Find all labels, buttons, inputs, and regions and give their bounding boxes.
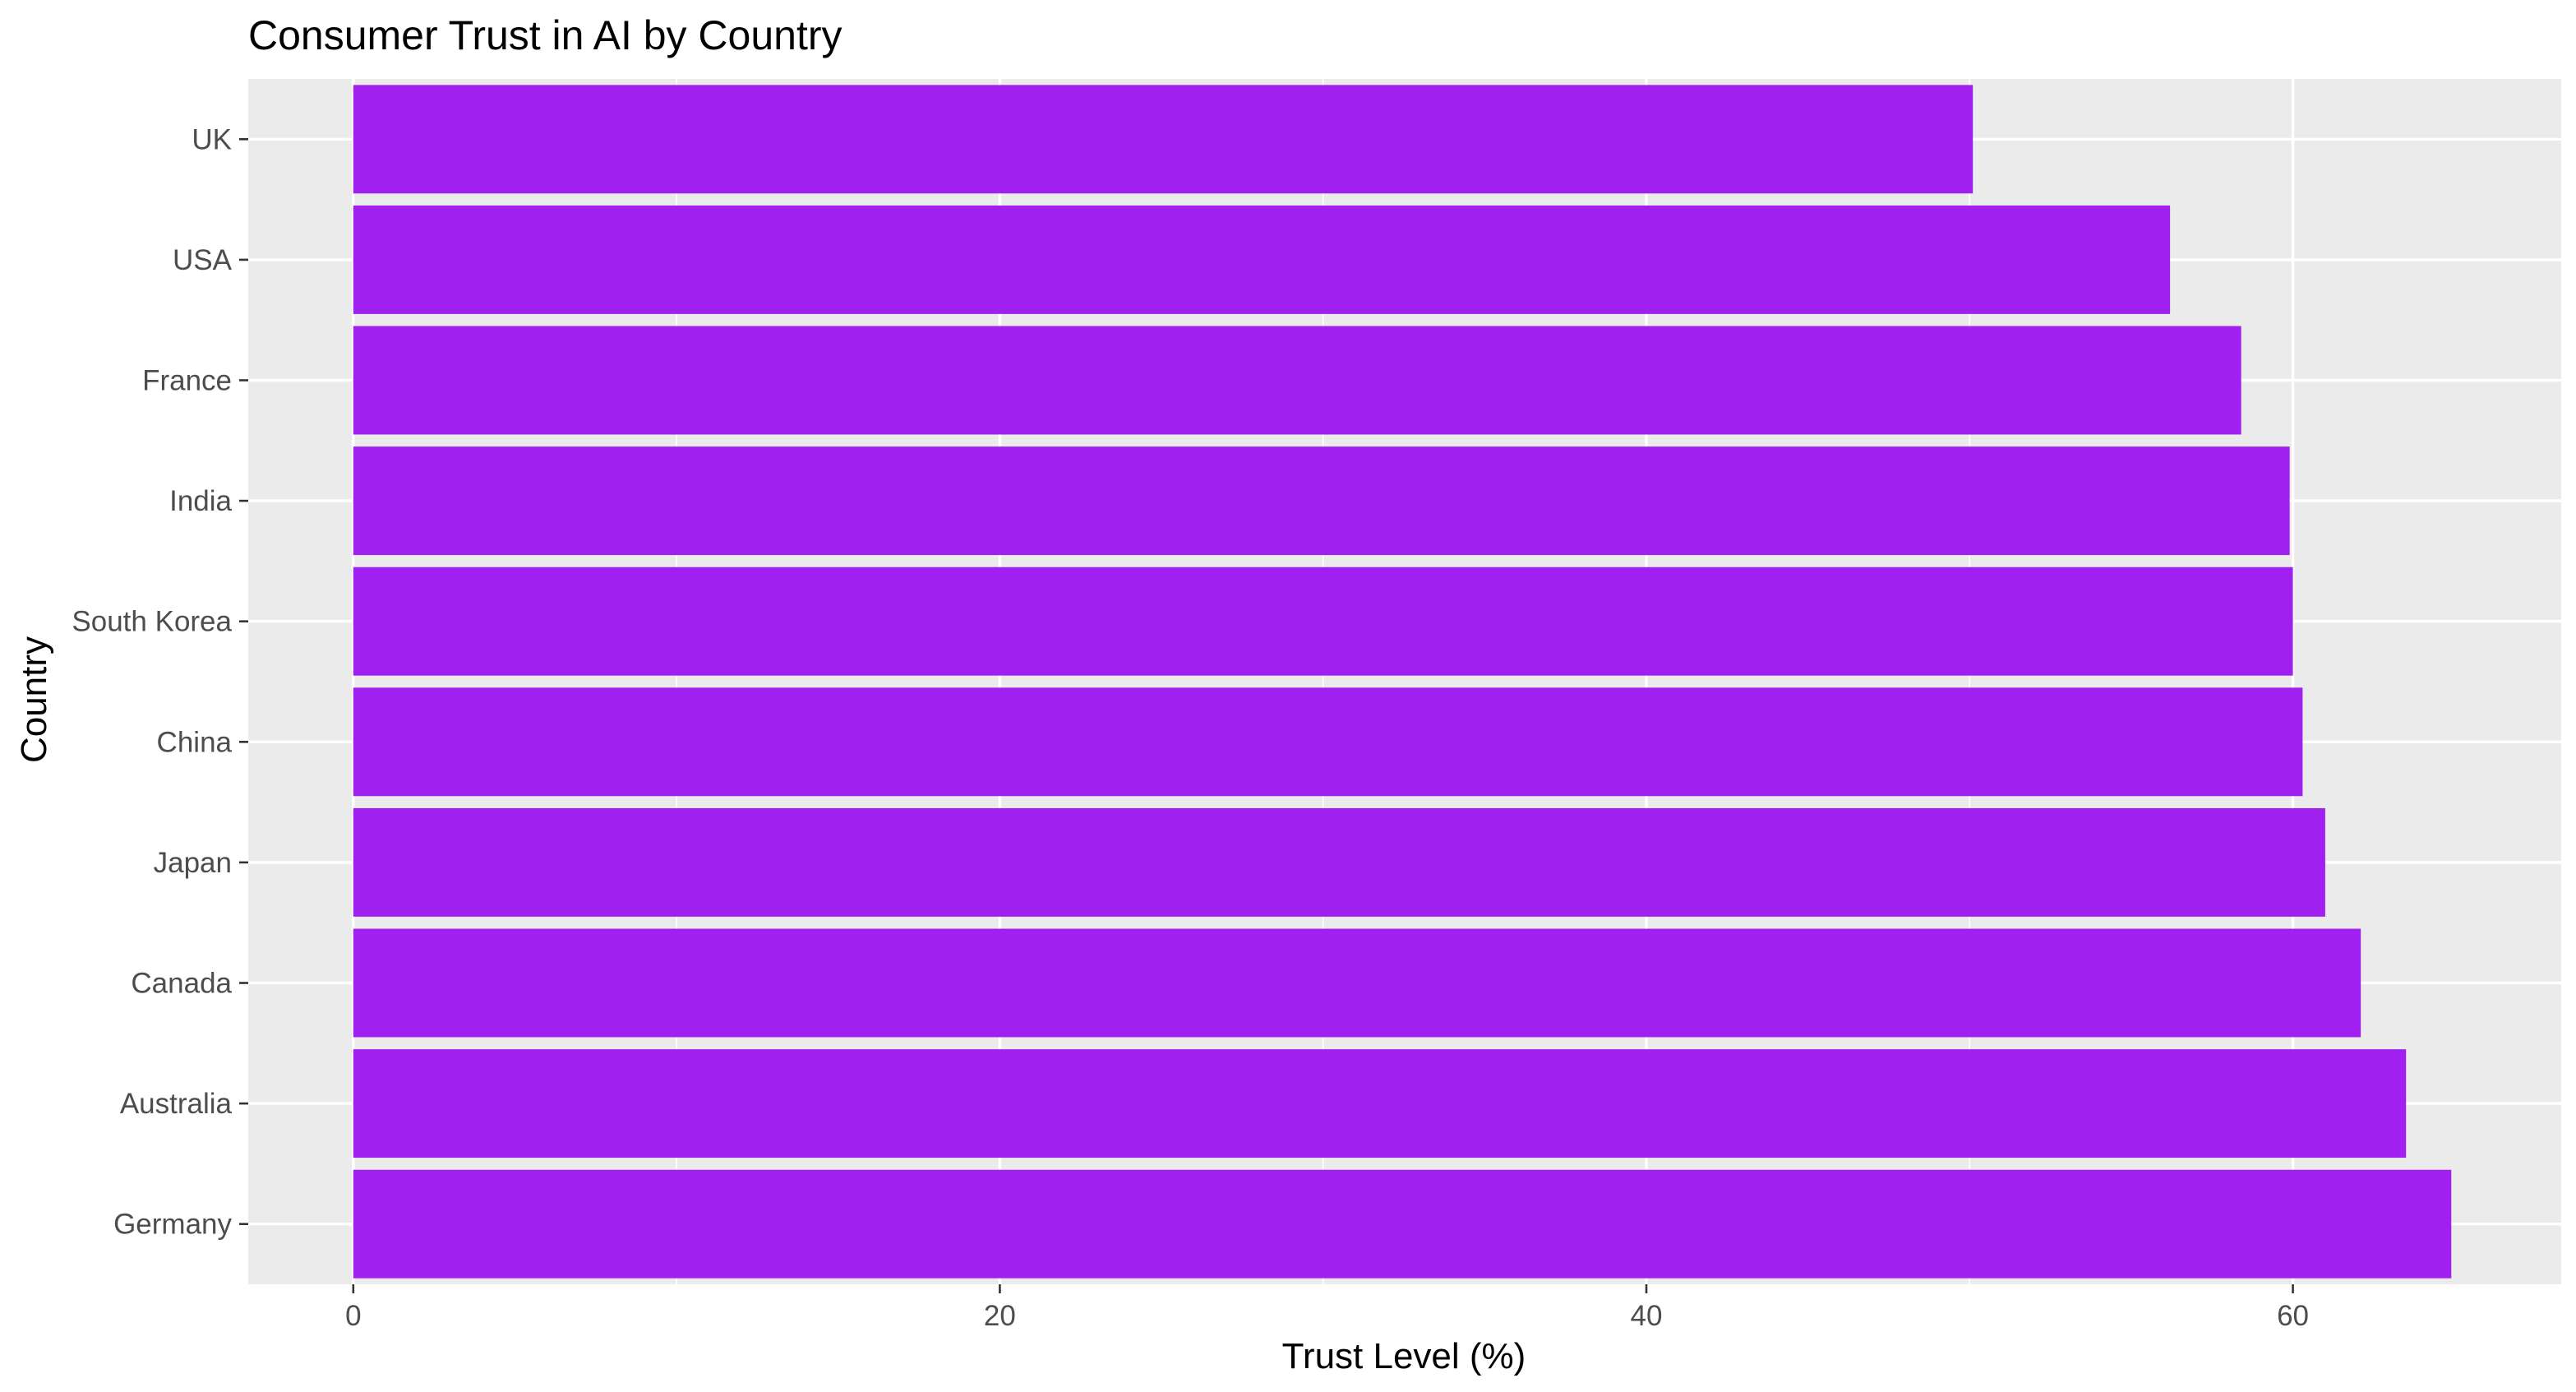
x-tick-label: 60 (2277, 1300, 2309, 1332)
y-tick-label: Japan (154, 847, 232, 879)
x-tick-label: 0 (345, 1300, 361, 1332)
y-tick-label: France (142, 365, 232, 397)
y-tick-label: UK (192, 123, 232, 155)
bar-japan (353, 807, 2325, 917)
y-tick-label: China (157, 726, 233, 758)
y-tick-label: India (169, 485, 232, 517)
y-axis: UK USA France India South Korea China Japan Can… (72, 123, 248, 1241)
x-tick-label: 20 (984, 1300, 1016, 1332)
chart-title: Consumer Trust in AI by Country (248, 12, 843, 58)
y-tick-label: Germany (113, 1209, 232, 1241)
y-tick-label: USA (173, 244, 233, 276)
y-tick-label: South Korea (72, 606, 232, 638)
bar-south-korea (353, 567, 2293, 676)
bar-uk (353, 85, 1974, 194)
bar-germany (353, 1169, 2452, 1279)
y-axis-title: Country (14, 636, 54, 763)
y-tick-label: Australia (120, 1088, 233, 1120)
bar-france (353, 326, 2241, 435)
x-tick-label: 40 (1631, 1300, 1663, 1332)
bar-australia (353, 1049, 2407, 1158)
bar-canada (353, 928, 2361, 1038)
bar-india (353, 446, 2290, 556)
x-axis-title: Trust Level (%) (1282, 1336, 1526, 1376)
bar-china (353, 687, 2303, 797)
x-axis: 0 20 40 60 (345, 1284, 2309, 1332)
bar-series (353, 85, 2452, 1279)
bar-usa (353, 205, 2171, 314)
y-tick-label: Canada (131, 968, 232, 1000)
